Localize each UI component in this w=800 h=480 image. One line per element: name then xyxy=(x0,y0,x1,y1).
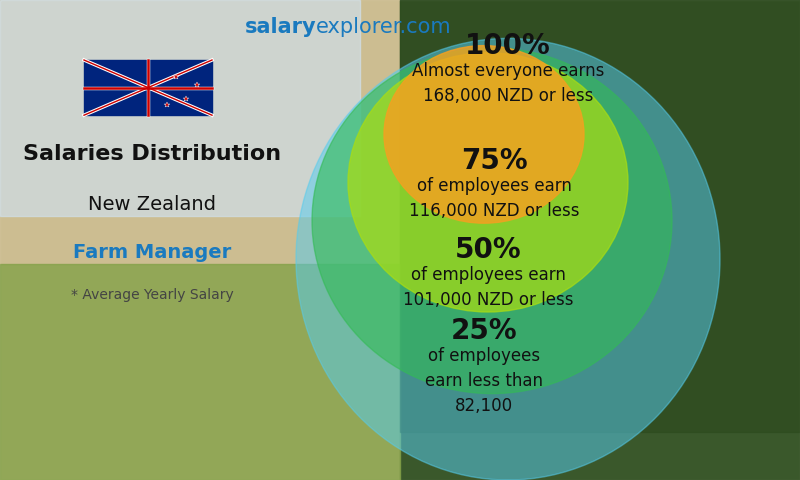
Ellipse shape xyxy=(312,48,672,394)
Text: * Average Yearly Salary: * Average Yearly Salary xyxy=(70,288,234,302)
Ellipse shape xyxy=(296,38,720,480)
Text: Almost everyone earns: Almost everyone earns xyxy=(412,61,604,80)
Text: Salaries Distribution: Salaries Distribution xyxy=(23,144,281,164)
Text: 50%: 50% xyxy=(454,236,522,264)
Text: of employees earn: of employees earn xyxy=(417,177,572,195)
Text: 101,000 NZD or less: 101,000 NZD or less xyxy=(402,290,574,309)
Text: New Zealand: New Zealand xyxy=(88,194,216,214)
Text: explorer.com: explorer.com xyxy=(316,17,452,37)
Text: Farm Manager: Farm Manager xyxy=(73,242,231,262)
Text: 116,000 NZD or less: 116,000 NZD or less xyxy=(409,202,580,220)
Text: 168,000 NZD or less: 168,000 NZD or less xyxy=(423,86,593,105)
Ellipse shape xyxy=(348,53,628,312)
Text: 75%: 75% xyxy=(461,147,528,175)
Text: 100%: 100% xyxy=(465,32,551,60)
Bar xyxy=(0,0,360,216)
Text: of employees: of employees xyxy=(428,347,540,365)
Text: earn less than: earn less than xyxy=(425,372,543,390)
Text: 25%: 25% xyxy=(450,317,518,345)
Text: 82,100: 82,100 xyxy=(455,397,513,415)
Bar xyxy=(400,0,800,480)
Bar xyxy=(0,264,400,480)
Text: salary: salary xyxy=(244,17,316,37)
Bar xyxy=(84,60,212,115)
Ellipse shape xyxy=(384,46,584,223)
Text: of employees earn: of employees earn xyxy=(410,265,566,284)
Bar xyxy=(400,0,800,432)
Bar xyxy=(0,0,400,480)
